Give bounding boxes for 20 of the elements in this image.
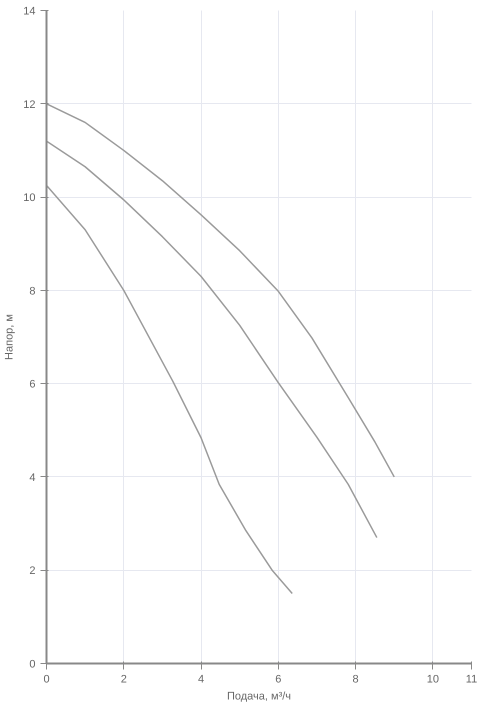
y-tick-label: 8 xyxy=(29,285,36,298)
y-axis-title: Напор, м xyxy=(3,314,16,360)
line-series xyxy=(46,140,378,538)
y-tick-label: 0 xyxy=(29,658,36,670)
y-tick-label: 4 xyxy=(29,472,36,484)
x-tick-label: 10 xyxy=(426,674,439,686)
line-series xyxy=(46,103,395,478)
x-tick-label: 0 xyxy=(43,674,50,686)
x-tick-label: 6 xyxy=(275,674,282,686)
y-tick-label: 6 xyxy=(29,378,36,391)
y-tick-label: 14 xyxy=(23,6,36,18)
x-tick-label: 11 xyxy=(466,674,478,686)
y-tick-label: 12 xyxy=(23,98,36,111)
line-series xyxy=(46,184,293,594)
x-axis-title: Подача, м³/ч xyxy=(226,690,292,702)
x-tick-label: 4 xyxy=(198,674,204,686)
x-tick-label: 8 xyxy=(352,674,359,686)
y-tick-label: 2 xyxy=(29,565,36,578)
y-tick-label: 10 xyxy=(23,192,36,204)
x-tick-label: 2 xyxy=(120,674,127,686)
